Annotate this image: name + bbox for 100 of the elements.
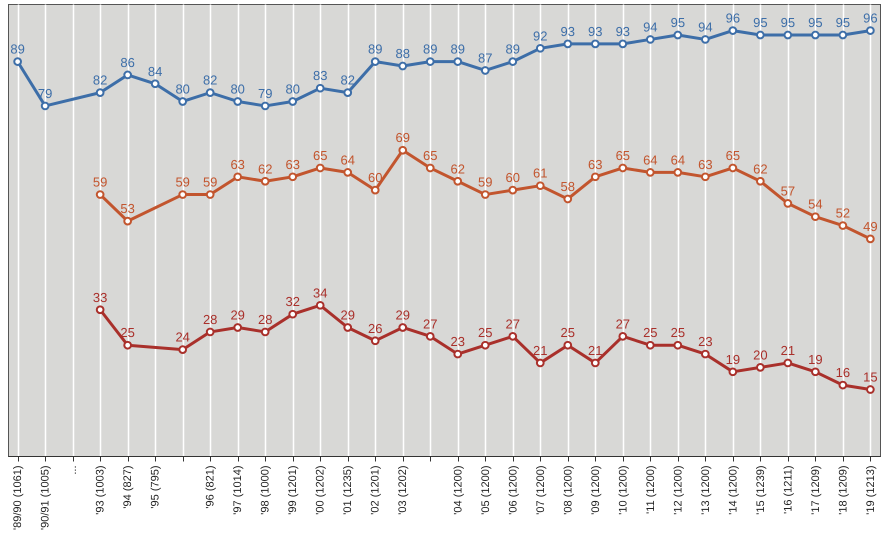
point bbox=[398, 146, 408, 155]
data-label: 62 bbox=[753, 161, 768, 176]
data-label: 28 bbox=[202, 312, 218, 327]
data-label: 93 bbox=[616, 24, 630, 39]
data-label: 65 bbox=[616, 148, 630, 163]
x-tick-label: '19 (1213) bbox=[864, 466, 877, 515]
x-tick-label: '15 (1239) bbox=[754, 466, 767, 515]
data-label: 88 bbox=[396, 46, 410, 62]
point bbox=[590, 40, 600, 48]
point bbox=[398, 323, 408, 332]
point bbox=[646, 340, 655, 350]
point bbox=[233, 97, 242, 106]
data-label: 80 bbox=[175, 81, 190, 96]
data-label: 60 bbox=[506, 170, 520, 186]
point bbox=[838, 221, 848, 230]
data-label: 26 bbox=[368, 320, 382, 336]
x-tick-label: '17 (1209) bbox=[810, 466, 822, 515]
point bbox=[728, 164, 738, 172]
data-label: 25 bbox=[560, 325, 576, 340]
x-tick-label: '07 (1200) bbox=[534, 466, 547, 515]
point bbox=[343, 323, 352, 332]
data-label: 24 bbox=[175, 330, 190, 345]
point bbox=[398, 62, 408, 70]
point bbox=[783, 30, 792, 40]
point bbox=[508, 186, 518, 194]
data-label: 65 bbox=[312, 148, 328, 163]
data-label: 89 bbox=[423, 42, 438, 57]
data-label: 20 bbox=[753, 347, 768, 362]
data-label: 94 bbox=[698, 19, 713, 34]
point bbox=[370, 336, 380, 346]
x-tick-label: '94 (827) bbox=[122, 466, 134, 509]
data-label: 25 bbox=[643, 325, 658, 340]
point bbox=[480, 66, 490, 75]
point bbox=[426, 164, 435, 172]
data-label: 80 bbox=[230, 81, 245, 96]
data-label: 59 bbox=[175, 174, 190, 190]
data-label: 27 bbox=[506, 316, 520, 332]
x-tick-label: '90/91 (1005) bbox=[40, 466, 52, 530]
point bbox=[13, 57, 22, 66]
data-label: 49 bbox=[863, 218, 878, 234]
data-label: 89 bbox=[368, 42, 382, 57]
data-label: 96 bbox=[726, 10, 740, 26]
data-label: 58 bbox=[560, 178, 576, 194]
data-label: 53 bbox=[120, 201, 135, 216]
point bbox=[838, 380, 848, 390]
x-tick-label: '02 (1201) bbox=[370, 466, 382, 515]
x-tick-label: '03 (1202) bbox=[397, 466, 410, 515]
point bbox=[866, 234, 875, 244]
point bbox=[700, 172, 710, 182]
data-label: 65 bbox=[423, 148, 438, 163]
data-label: 59 bbox=[478, 174, 492, 190]
data-label: 52 bbox=[836, 206, 850, 221]
point bbox=[453, 176, 462, 186]
point bbox=[756, 363, 765, 372]
point bbox=[288, 97, 298, 106]
data-label: 83 bbox=[312, 68, 328, 84]
point bbox=[590, 358, 600, 368]
x-tick-label: '16 (1211) bbox=[782, 466, 794, 514]
point bbox=[260, 328, 270, 336]
x-tick-label: '08 (1200) bbox=[562, 466, 574, 515]
x-tick-label: '04 (1200) bbox=[452, 466, 464, 515]
point bbox=[783, 358, 792, 368]
x-tick-label: '05 (1200) bbox=[480, 466, 492, 515]
x-tick-label: '12 (1200) bbox=[672, 466, 684, 515]
point bbox=[536, 358, 545, 368]
point bbox=[536, 181, 545, 190]
data-label: 16 bbox=[836, 365, 850, 380]
data-label: 95 bbox=[780, 15, 796, 30]
point bbox=[288, 172, 298, 182]
point bbox=[811, 367, 820, 376]
point bbox=[673, 30, 682, 40]
point bbox=[728, 367, 738, 376]
data-label: 34 bbox=[312, 285, 328, 300]
data-label: 15 bbox=[863, 370, 878, 385]
data-label: 28 bbox=[258, 312, 272, 327]
point bbox=[123, 70, 132, 80]
point bbox=[453, 350, 462, 358]
point bbox=[480, 340, 490, 350]
data-label: 23 bbox=[450, 334, 465, 350]
point bbox=[316, 84, 325, 93]
point bbox=[508, 332, 518, 341]
point bbox=[40, 102, 50, 110]
data-label: 94 bbox=[643, 19, 658, 34]
point bbox=[343, 88, 352, 97]
point bbox=[453, 57, 462, 66]
data-label: 64 bbox=[643, 152, 658, 168]
data-label: 82 bbox=[340, 72, 355, 88]
x-tick-label: '18 (1209) bbox=[837, 466, 850, 515]
data-label: 59 bbox=[202, 174, 218, 190]
data-label: 29 bbox=[340, 307, 355, 322]
data-label: 63 bbox=[285, 156, 300, 172]
data-label: 61 bbox=[533, 166, 548, 181]
point bbox=[233, 323, 242, 332]
point bbox=[536, 44, 545, 53]
data-label: 63 bbox=[698, 156, 713, 172]
data-label: 95 bbox=[808, 15, 823, 30]
x-tick-label: '09 (1200) bbox=[590, 466, 602, 515]
point bbox=[838, 30, 848, 40]
point bbox=[866, 385, 875, 394]
data-label: 62 bbox=[258, 161, 272, 176]
